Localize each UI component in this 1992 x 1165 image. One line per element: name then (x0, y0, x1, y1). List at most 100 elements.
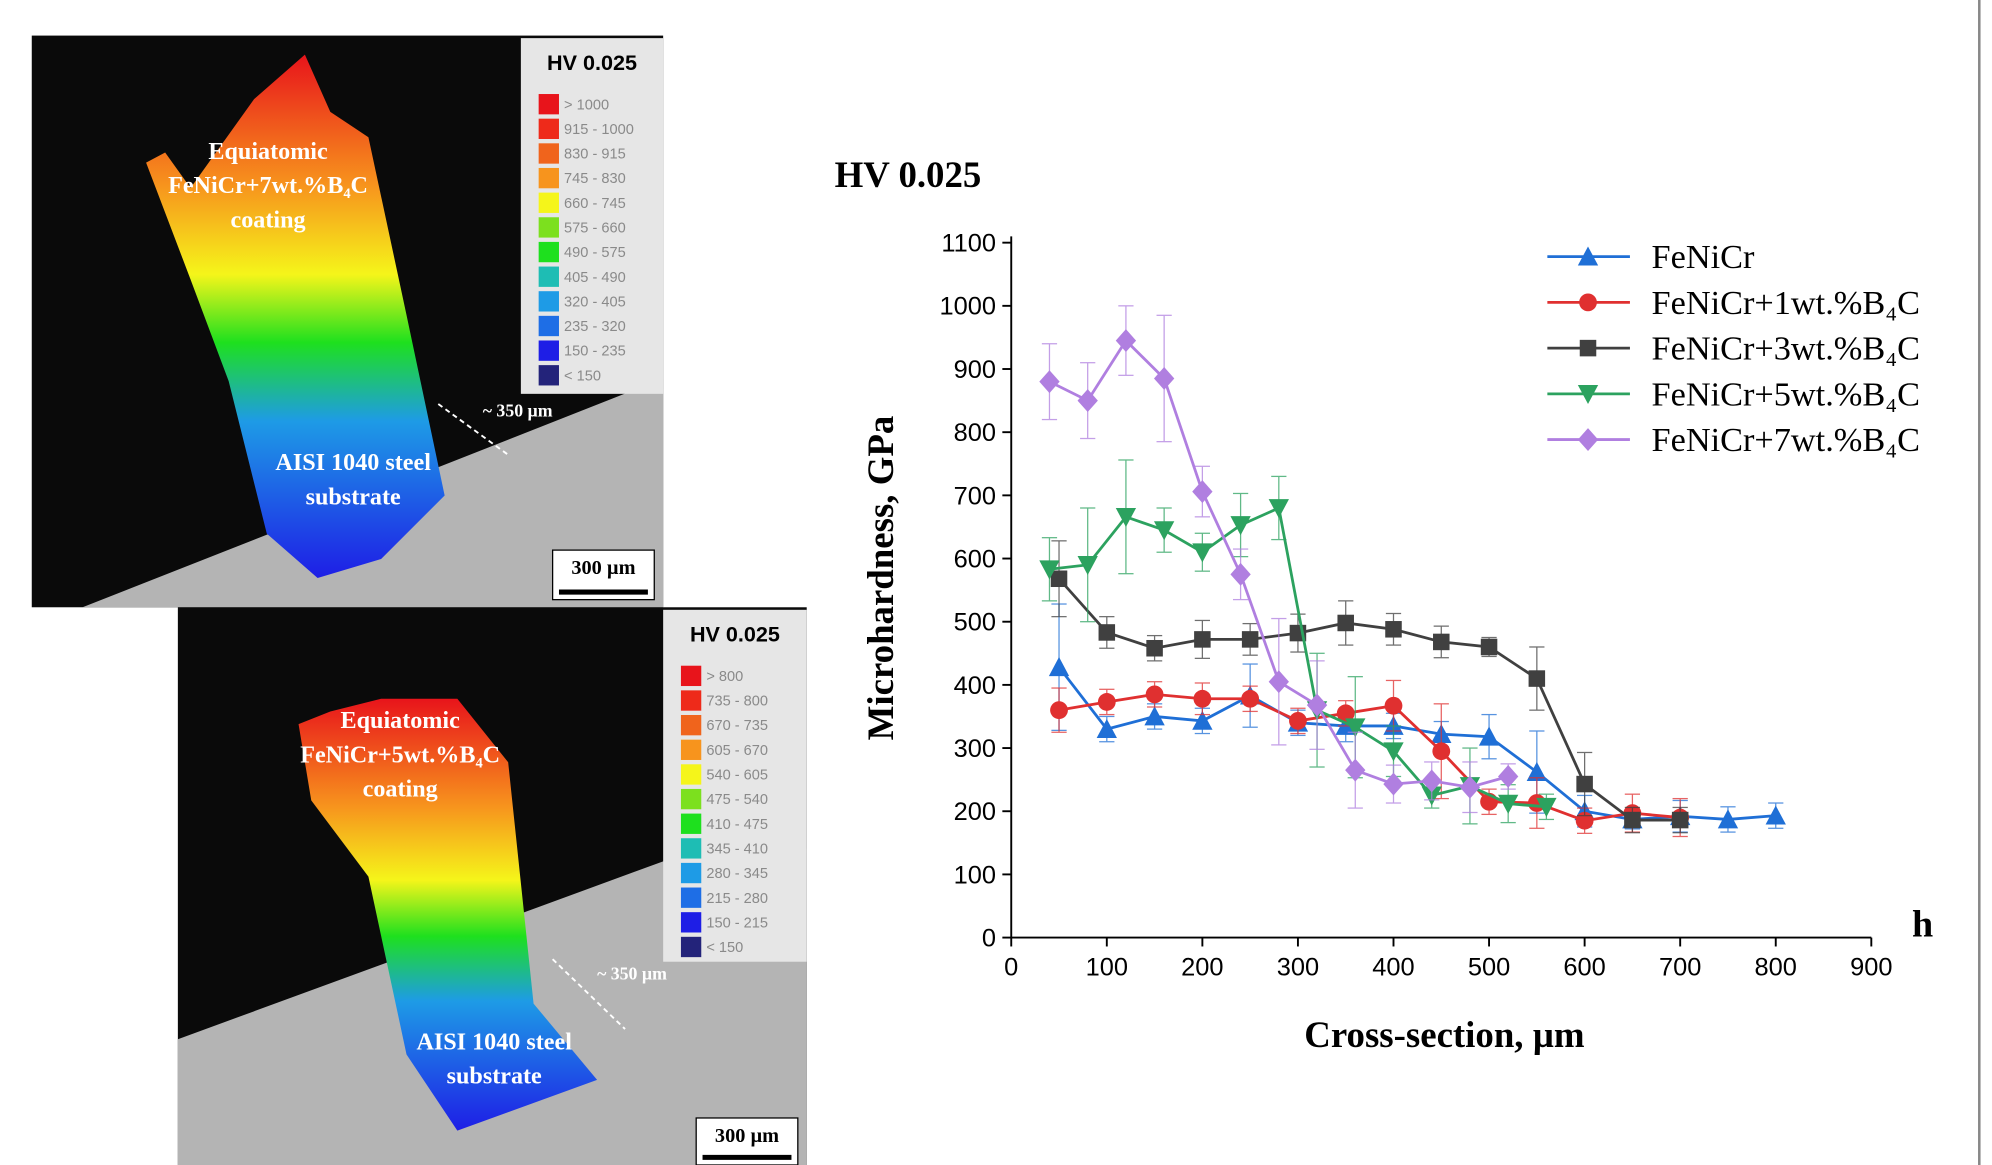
y-tick-label: 300 (954, 735, 996, 763)
legend-label: FeNiCr+1wt.%B₄C (1652, 284, 1921, 322)
legend-label: 745 - 830 (564, 171, 626, 187)
y-tick-label: 1100 (941, 230, 996, 258)
marker (1336, 704, 1355, 723)
legend-swatch (538, 143, 559, 164)
marker (1153, 367, 1175, 390)
legend-label: 280 - 345 (706, 866, 768, 882)
marker (1459, 775, 1481, 799)
hardness-surface (146, 54, 445, 579)
map-label: substrate (306, 483, 401, 510)
legend-label: 670 - 735 (706, 718, 768, 734)
legend-label: 605 - 670 (706, 743, 768, 759)
marker (1115, 329, 1137, 353)
marker (1421, 769, 1442, 793)
legend-label: 575 - 660 (564, 221, 626, 237)
marker (1478, 726, 1500, 746)
legend-swatch (538, 192, 559, 213)
map-label: coating (363, 776, 438, 803)
marker (1480, 638, 1498, 656)
y-tick-label: 400 (954, 672, 996, 700)
marker (1096, 718, 1117, 738)
marker (1498, 765, 1519, 788)
marker (1268, 499, 1289, 519)
marker (1268, 670, 1289, 694)
marker (1050, 570, 1068, 588)
legend-swatch (538, 217, 559, 238)
legend-swatch (680, 862, 702, 884)
marker (1077, 555, 1098, 576)
legend-label: FeNiCr (1652, 238, 1755, 276)
marker (1241, 631, 1259, 648)
legend-swatch (680, 715, 702, 736)
legend-swatch (680, 764, 702, 785)
marker (1577, 384, 1599, 405)
legend-swatch (680, 665, 702, 687)
y-tick-label: 0 (982, 924, 996, 952)
map-label: Equiatomic (341, 707, 461, 734)
legend-label: 320 - 405 (564, 294, 626, 310)
x-tick-label: 300 (1277, 954, 1319, 982)
marker (1230, 562, 1251, 586)
y-tick-label: 800 (954, 419, 996, 447)
y-tick-label: 500 (954, 609, 996, 637)
x-tick-label: 500 (1468, 954, 1510, 982)
legend-swatch (680, 788, 702, 810)
legend-label: > 1000 (564, 97, 609, 113)
marker (1345, 758, 1366, 782)
legend-label: 345 - 410 (706, 841, 768, 857)
legend-swatch (680, 690, 702, 711)
legend-label: 150 - 235 (564, 344, 626, 360)
x-tick-label: 800 (1755, 954, 1797, 982)
x-tick-label: 900 (1850, 954, 1892, 982)
legend-swatch (538, 291, 559, 312)
legend-label: 490 - 575 (564, 245, 626, 261)
x-tick-label: 400 (1372, 954, 1414, 982)
map-label: AISI 1040 steel (416, 1028, 572, 1055)
map-label: AISI 1040 steel (275, 449, 431, 476)
y-tick-label: 100 (954, 861, 996, 889)
marker (1192, 543, 1213, 563)
marker (1579, 339, 1597, 357)
marker (1115, 507, 1137, 528)
marker (1345, 718, 1366, 738)
legend-label: 475 - 540 (706, 792, 768, 808)
legend-swatch (680, 838, 702, 859)
legend-swatch (538, 340, 559, 361)
marker (1433, 633, 1450, 651)
distance-arrow (551, 958, 626, 1030)
map-label: Equiatomic (208, 138, 328, 165)
marker (1717, 809, 1739, 829)
marker (1671, 811, 1689, 829)
legend-label: > 800 (706, 669, 743, 685)
y-tick-label: 900 (954, 356, 996, 384)
x-tick-label: 0 (1004, 954, 1018, 982)
marker (1337, 614, 1354, 632)
legend-label: FeNiCr+5wt.%B₄C (1652, 375, 1921, 413)
marker (1192, 710, 1213, 730)
marker (1145, 685, 1164, 704)
x-tick-label: 100 (1086, 954, 1128, 982)
legend-swatch (680, 936, 702, 958)
marker (1576, 775, 1593, 793)
y-tick-label: 700 (954, 482, 996, 510)
legend-label: 150 - 215 (706, 915, 768, 931)
legend-swatch (680, 912, 702, 933)
distance-label: ~ 350 µm (597, 964, 667, 984)
map-label: substrate (447, 1063, 542, 1090)
legend-label: 735 - 800 (706, 694, 768, 710)
marker (1241, 689, 1260, 708)
marker (1039, 370, 1060, 394)
x-axis-label: Cross-section, µm (1304, 1014, 1585, 1055)
x-axis-end-label: h (1912, 903, 1933, 945)
marker (1230, 516, 1251, 536)
legend-label: 830 - 915 (564, 147, 626, 163)
marker (1577, 428, 1599, 452)
marker (1385, 621, 1402, 638)
legend-label: 405 - 490 (564, 270, 626, 286)
y-tick-label: 600 (954, 545, 996, 573)
marker (1039, 560, 1060, 580)
legend-label: FeNiCr+7wt.%B₄C (1652, 421, 1921, 459)
marker (1097, 693, 1116, 711)
